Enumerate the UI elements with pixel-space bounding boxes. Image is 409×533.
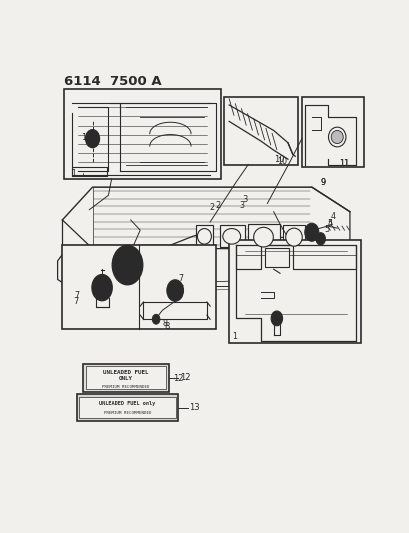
Bar: [76, 394, 178, 421]
Text: 6: 6: [128, 247, 133, 256]
Text: 12: 12: [180, 374, 190, 382]
Text: 2: 2: [209, 203, 214, 212]
Text: 13: 13: [189, 403, 200, 412]
Text: PREMIUM RECOMMENDED: PREMIUM RECOMMENDED: [102, 385, 149, 389]
Text: 2: 2: [214, 201, 220, 210]
Bar: [264, 248, 288, 267]
Bar: [283, 225, 305, 249]
Text: 12: 12: [173, 374, 184, 383]
Circle shape: [88, 134, 96, 143]
Circle shape: [152, 314, 160, 324]
Text: 4: 4: [329, 212, 335, 221]
Text: 1: 1: [81, 133, 87, 142]
Circle shape: [304, 223, 318, 241]
Circle shape: [95, 279, 108, 296]
Text: 3: 3: [241, 195, 247, 204]
Bar: [83, 364, 169, 392]
Text: 4: 4: [327, 219, 332, 228]
Bar: [219, 225, 245, 247]
Text: 5: 5: [324, 225, 329, 235]
Text: 3: 3: [239, 201, 244, 210]
Text: 7: 7: [178, 285, 183, 294]
Bar: [62, 245, 216, 329]
Ellipse shape: [328, 127, 345, 147]
Circle shape: [166, 280, 183, 301]
Circle shape: [85, 130, 99, 148]
Text: UNLEADED FUEL: UNLEADED FUEL: [103, 370, 148, 375]
Text: 8: 8: [164, 322, 169, 331]
Text: UNLEADED FUEL only: UNLEADED FUEL only: [99, 401, 155, 406]
Text: PREMIUM RECOMMENDED: PREMIUM RECOMMENDED: [103, 411, 151, 415]
Text: 7: 7: [178, 273, 183, 282]
Text: 5: 5: [326, 219, 331, 228]
Bar: [196, 225, 213, 247]
Circle shape: [270, 311, 282, 326]
Text: 6: 6: [130, 248, 136, 257]
Circle shape: [118, 253, 137, 277]
Ellipse shape: [253, 227, 273, 247]
Text: 1: 1: [232, 332, 237, 341]
Ellipse shape: [285, 228, 301, 246]
Bar: [301, 97, 363, 166]
Ellipse shape: [330, 131, 342, 143]
Circle shape: [112, 245, 142, 285]
Text: 6114  7500 A: 6114 7500 A: [64, 76, 161, 88]
Text: 7: 7: [73, 297, 78, 306]
Text: 9: 9: [320, 177, 325, 187]
Text: 8: 8: [162, 319, 167, 328]
Bar: [248, 224, 279, 251]
Bar: [64, 88, 221, 179]
Text: 1: 1: [71, 169, 76, 179]
Text: 10: 10: [273, 155, 283, 164]
Bar: [229, 240, 360, 343]
Ellipse shape: [197, 229, 211, 244]
Text: 11: 11: [339, 159, 348, 168]
Ellipse shape: [222, 229, 240, 244]
Text: 7: 7: [74, 292, 80, 300]
Text: 10: 10: [276, 157, 286, 166]
Circle shape: [92, 274, 112, 301]
Text: ONLY: ONLY: [119, 376, 133, 381]
Bar: [85, 366, 166, 390]
Text: 9: 9: [320, 177, 325, 187]
Text: 11: 11: [338, 159, 348, 168]
Bar: [224, 97, 297, 165]
Circle shape: [170, 284, 180, 297]
Bar: [79, 397, 175, 418]
Circle shape: [315, 232, 325, 245]
